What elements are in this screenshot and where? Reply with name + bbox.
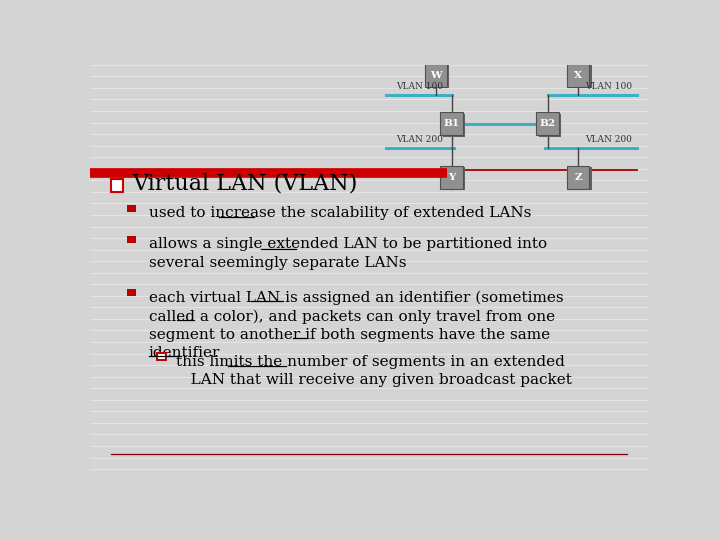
Text: each virtual LAN is assigned an identifier (sometimes
called a color), and packe: each virtual LAN is assigned an identifi…: [148, 290, 563, 360]
Text: VLAN 100: VLAN 100: [396, 82, 443, 91]
Bar: [425, 64, 447, 86]
Text: VLAN 100: VLAN 100: [585, 82, 632, 91]
Text: VLAN 200: VLAN 200: [585, 135, 632, 144]
Bar: [443, 114, 465, 137]
Text: Y: Y: [448, 173, 455, 181]
Bar: [441, 166, 463, 188]
Text: B1: B1: [444, 119, 459, 129]
Bar: [570, 167, 592, 190]
Bar: [427, 65, 449, 89]
Bar: [539, 114, 561, 137]
Bar: [441, 112, 463, 136]
Text: W: W: [430, 71, 442, 80]
Bar: [567, 166, 590, 188]
Text: X: X: [575, 71, 582, 80]
Bar: [567, 64, 590, 86]
Bar: [443, 167, 465, 190]
Bar: [570, 65, 592, 89]
Bar: [111, 179, 124, 192]
Text: used to increase the scalability of extended LANs: used to increase the scalability of exte…: [148, 206, 531, 220]
Bar: [127, 235, 136, 243]
Text: Virtual LAN (VLAN): Virtual LAN (VLAN): [132, 173, 357, 195]
Text: Z: Z: [575, 173, 582, 181]
Bar: [127, 288, 136, 296]
Text: this limits the number of segments in an extended
   LAN that will receive any g: this limits the number of segments in an…: [176, 355, 572, 387]
Bar: [127, 205, 136, 212]
Text: allows a single extended LAN to be partitioned into
several seemingly separate L: allows a single extended LAN to be parti…: [148, 238, 546, 270]
Text: VLAN 200: VLAN 200: [396, 135, 443, 144]
Bar: [157, 353, 166, 360]
Bar: [536, 112, 559, 136]
Text: B2: B2: [539, 119, 556, 129]
